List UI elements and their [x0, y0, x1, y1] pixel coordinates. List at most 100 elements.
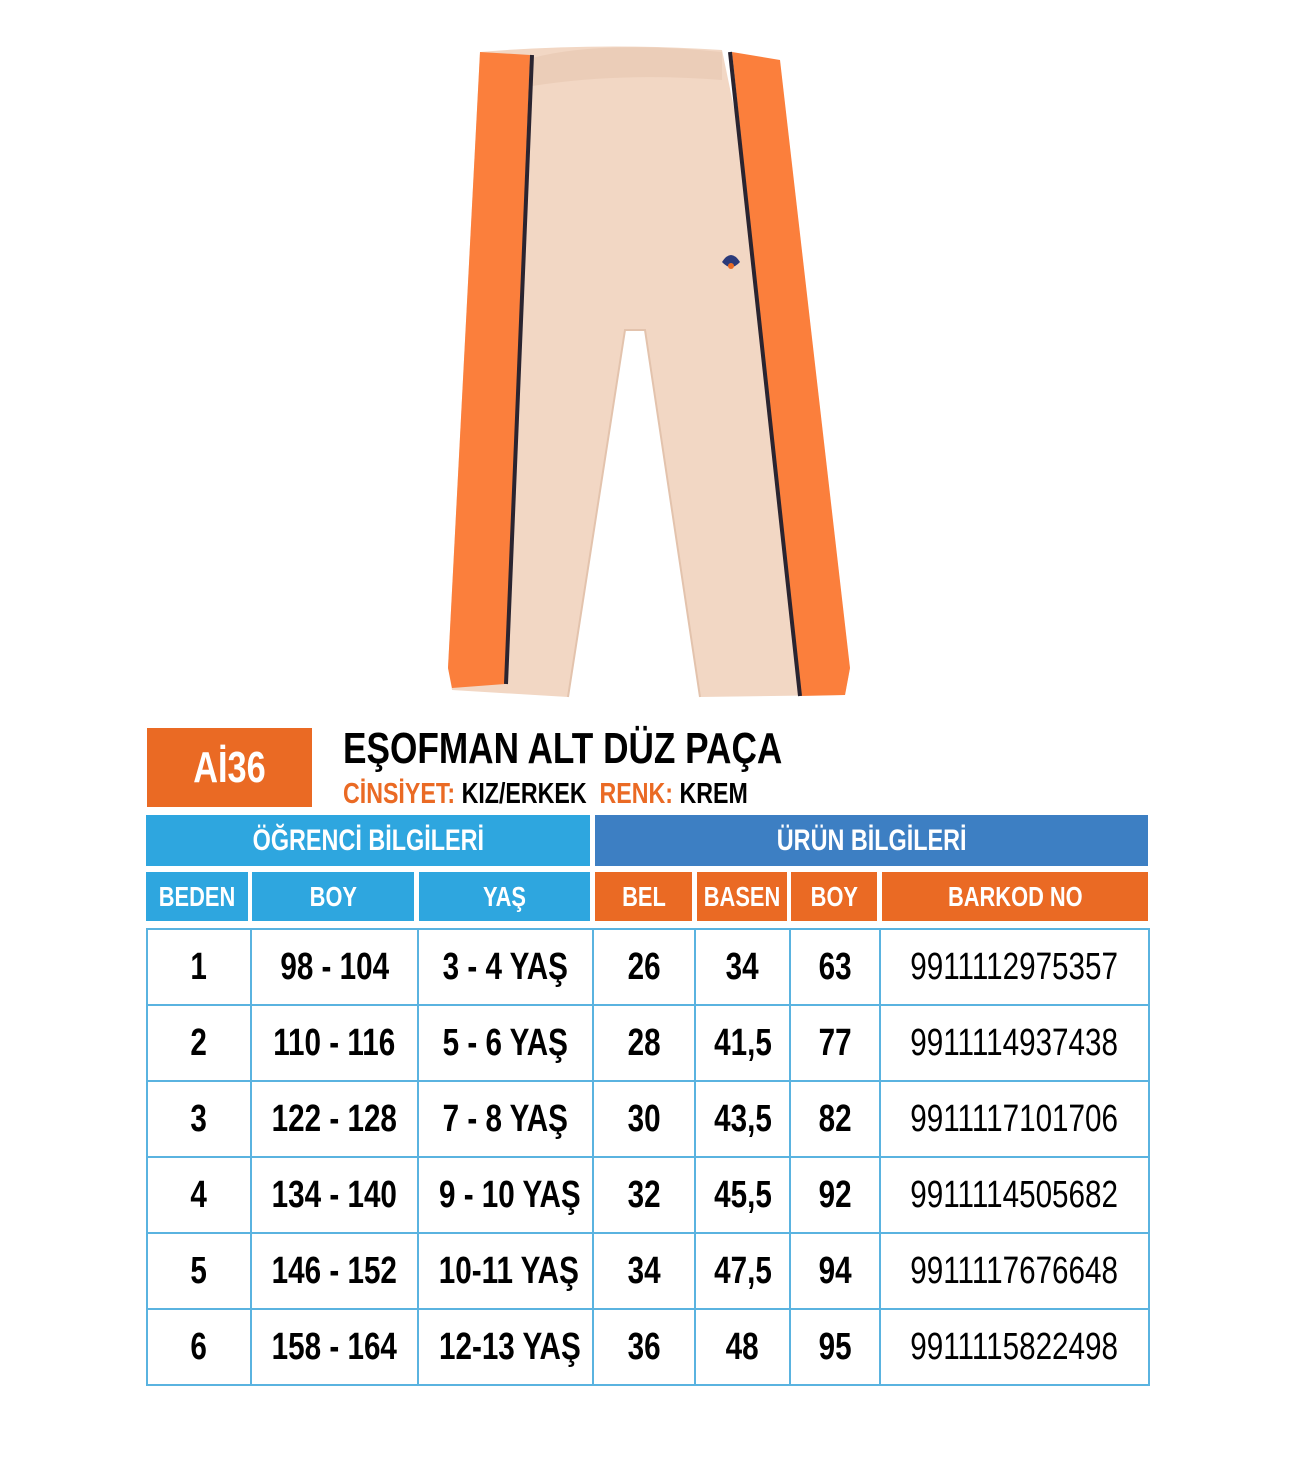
cell-bel: 34 [592, 1232, 696, 1310]
column-header-product-boy: BOY [791, 872, 877, 921]
cell-text: 1 [190, 945, 208, 988]
product-code-badge: Aİ36 [147, 728, 312, 807]
product-code: Aİ36 [193, 742, 266, 792]
cell-beden: 5 [146, 1232, 252, 1310]
cell-text: 2 [190, 1021, 208, 1064]
product-title: EŞOFMAN ALT DÜZ PAÇA [343, 724, 892, 774]
cell-boy: 134 - 140 [250, 1156, 419, 1234]
left-side-stripe [448, 52, 530, 688]
column-label: BOY [810, 880, 858, 912]
cell-text: 6 [190, 1325, 208, 1368]
cell-bel: 36 [592, 1308, 696, 1386]
cell-text: 92 [818, 1173, 852, 1216]
table-row: 2 110 - 116 5 - 6 YAŞ 28 41,5 77 9911114937438 [146, 1004, 1150, 1082]
cell-product-boy: 82 [789, 1080, 881, 1158]
cell-boy: 146 - 152 [250, 1232, 419, 1310]
cell-text: 9911114505682 [910, 1173, 1119, 1216]
cell-text: 9 - 10 YAŞ [438, 1173, 581, 1216]
brand-logo-icon [722, 255, 740, 269]
cell-text: 9911117101706 [910, 1097, 1119, 1140]
cell-barkod: 9911112975357 [879, 928, 1150, 1006]
cell-text: 3 [190, 1097, 208, 1140]
cell-product-boy: 95 [789, 1308, 881, 1386]
right-piping [728, 51, 802, 697]
cell-text: 47,5 [713, 1249, 772, 1292]
cell-text: 9911115822498 [910, 1325, 1119, 1368]
cell-yas: 12-13 YAŞ [417, 1308, 594, 1386]
cell-text: 43,5 [713, 1097, 772, 1140]
cell-bel: 30 [592, 1080, 696, 1158]
cell-boy: 98 - 104 [250, 928, 419, 1006]
column-header-basen: BASEN [697, 872, 787, 921]
cell-yas: 9 - 10 YAŞ [417, 1156, 594, 1234]
cell-basen: 34 [694, 928, 791, 1006]
cell-beden: 4 [146, 1156, 252, 1234]
cell-text: 9911117676648 [910, 1249, 1119, 1292]
cell-text: 26 [627, 945, 661, 988]
product-photo-track-pants [448, 46, 850, 698]
left-piping [504, 54, 534, 685]
cell-text: 34 [726, 945, 759, 988]
cell-boy: 110 - 116 [250, 1004, 419, 1082]
table-row: 4 134 - 140 9 - 10 YAŞ 32 45,5 92 991111450568… [146, 1156, 1150, 1234]
cell-yas: 7 - 8 YAŞ [417, 1080, 594, 1158]
cell-beden: 6 [146, 1308, 252, 1386]
cell-text: 63 [818, 945, 852, 988]
column-label: BASEN [703, 880, 781, 912]
cell-text: 10-11 YAŞ [438, 1249, 579, 1292]
cell-text: 9911114937438 [910, 1021, 1119, 1064]
cell-text: 158 - 164 [271, 1325, 398, 1368]
cell-yas: 5 - 6 YAŞ [417, 1004, 594, 1082]
cell-text: 77 [818, 1021, 852, 1064]
cell-text: 34 [627, 1249, 661, 1292]
cell-text: 4 [190, 1173, 208, 1216]
cell-text: 134 - 140 [271, 1173, 398, 1216]
cell-basen: 45,5 [694, 1156, 791, 1234]
gender-label: CİNSİYET: [343, 778, 456, 810]
column-header-bel: BEL [595, 872, 692, 921]
cell-product-boy: 63 [789, 928, 881, 1006]
cell-barkod: 9911114505682 [879, 1156, 1150, 1234]
cell-text: 5 [190, 1249, 208, 1292]
cell-text: 41,5 [713, 1021, 772, 1064]
cell-text: 48 [726, 1325, 759, 1368]
cell-product-boy: 92 [789, 1156, 881, 1234]
cell-beden: 2 [146, 1004, 252, 1082]
product-title-text: EŞOFMAN ALT DÜZ PAÇA [343, 724, 783, 773]
cell-basen: 47,5 [694, 1232, 791, 1310]
color-label: RENK: [599, 778, 674, 810]
table-row: 1 98 - 104 3 - 4 YAŞ 26 34 63 9911112975357 [146, 928, 1150, 1006]
cell-beden: 1 [146, 928, 252, 1006]
column-header-barkod: BARKOD NO [882, 872, 1148, 921]
table-row: 6 158 - 164 12-13 YAŞ 36 48 95 9911115822498 [146, 1308, 1150, 1386]
cell-text: 7 - 8 YAŞ [442, 1097, 569, 1140]
waistband [532, 47, 722, 86]
column-header-yas: YAŞ [419, 872, 590, 921]
color-value: KREM [679, 778, 748, 810]
size-table: 1 98 - 104 3 - 4 YAŞ 26 34 63 9911112975357 2 11… [146, 928, 1150, 1386]
cell-text: 28 [627, 1021, 661, 1064]
cell-barkod: 9911115822498 [879, 1308, 1150, 1386]
cell-text: 36 [627, 1325, 661, 1368]
column-label: BEDEN [158, 880, 236, 912]
column-label: BARKOD NO [947, 880, 1083, 912]
column-header-boy: BOY [252, 872, 414, 921]
cell-product-boy: 94 [789, 1232, 881, 1310]
cell-text: 45,5 [713, 1173, 772, 1216]
cell-basen: 41,5 [694, 1004, 791, 1082]
cell-yas: 10-11 YAŞ [417, 1232, 594, 1310]
cell-barkod: 9911117101706 [879, 1080, 1150, 1158]
cell-barkod: 9911114937438 [879, 1004, 1150, 1082]
cell-bel: 26 [592, 928, 696, 1006]
column-header-beden: BEDEN [146, 872, 248, 921]
cell-bel: 32 [592, 1156, 696, 1234]
product-meta: CİNSİYET: KIZ/ERKEK RENK: KREM [343, 778, 849, 811]
gender-value: KIZ/ERKEK [461, 778, 587, 810]
cell-text: 146 - 152 [271, 1249, 398, 1292]
cell-text: 9911112975357 [910, 945, 1119, 988]
cell-yas: 3 - 4 YAŞ [417, 928, 594, 1006]
cell-text: 95 [818, 1325, 852, 1368]
inner-seam [567, 329, 701, 698]
section-header-product: ÜRÜN BİLGİLERİ [595, 815, 1148, 866]
cell-product-boy: 77 [789, 1004, 881, 1082]
